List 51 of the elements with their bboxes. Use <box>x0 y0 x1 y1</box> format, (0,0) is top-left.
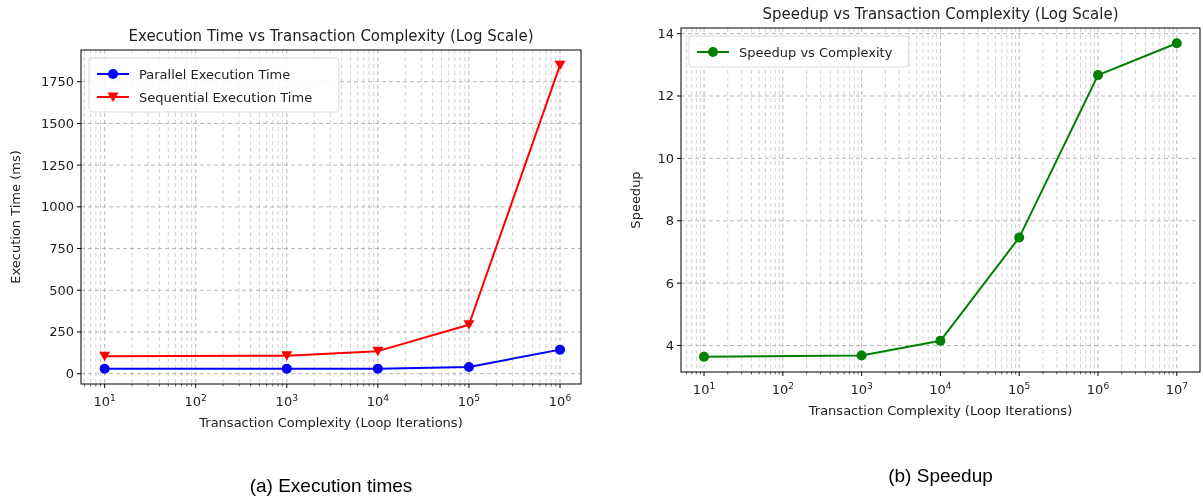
x-tick-label: 10$^{4}$ <box>366 393 390 409</box>
point <box>281 351 293 361</box>
x-tick-label: 10$^{5}$ <box>1008 381 1031 397</box>
x-tick-label: 10$^{7}$ <box>1165 381 1189 397</box>
point <box>1093 70 1104 81</box>
point <box>463 361 474 372</box>
legend-label: Sequential Execution Time <box>139 90 313 105</box>
point <box>463 320 475 330</box>
chart-title: Speedup vs Transaction Complexity (Log Scale) <box>762 5 1119 23</box>
y-tick-label: 10 <box>657 150 674 166</box>
x-tick-label: 10$^{1}$ <box>93 393 116 409</box>
legend-label: Parallel Execution Time <box>139 67 291 82</box>
x-tick-label: 10$^{2}$ <box>184 393 207 409</box>
point <box>281 363 292 374</box>
point <box>1171 38 1182 49</box>
y-tick-label: 500 <box>49 282 74 298</box>
y-tick-label: 750 <box>49 241 74 257</box>
y-tick-label: 1250 <box>40 157 74 173</box>
text: (b) Speedup <box>888 465 993 486</box>
point <box>856 350 867 361</box>
y-tick-label: 6 <box>665 275 674 291</box>
y-tick-label: 1000 <box>40 199 74 215</box>
chart-title: Execution Time vs Transaction Complexity (Log Scale) <box>128 27 534 45</box>
x-tick-label: 10$^{6}$ <box>548 393 572 409</box>
y-tick-label: 14 <box>657 26 674 42</box>
x-axis-title: Transaction Complexity (Loop Iterations) <box>807 403 1073 418</box>
y-tick-label: 12 <box>657 88 674 104</box>
point <box>1014 232 1025 243</box>
point <box>554 60 566 71</box>
y-tick-label: 1750 <box>40 74 74 90</box>
text: (a) Execution times <box>249 475 413 496</box>
point <box>555 344 566 355</box>
y-tick-label: 250 <box>49 324 74 340</box>
point <box>372 363 383 374</box>
point <box>935 335 946 346</box>
point <box>372 346 384 357</box>
y-tick-label: 8 <box>665 213 674 229</box>
y-axis-title: Execution Time (ms) <box>8 150 23 284</box>
x-tick-label: 10$^{1}$ <box>692 381 716 397</box>
y-tick-label: 0 <box>65 366 74 382</box>
x-tick-label: 10$^{3}$ <box>850 381 873 397</box>
x-tick-label: 10$^{4}$ <box>929 381 952 397</box>
x-axis-title: Transaction Complexity (Loop Iterations) <box>198 415 463 430</box>
legend-label: Speedup vs Complexity <box>739 45 893 60</box>
x-tick-label: 10$^{5}$ <box>457 393 481 409</box>
x-tick-label: 10$^{3}$ <box>275 393 299 409</box>
x-tick-label: 10$^{2}$ <box>771 381 795 397</box>
y-tick-label: 1500 <box>40 115 74 131</box>
y-tick-label: 4 <box>665 337 674 353</box>
y-axis-title: Speedup <box>628 171 643 229</box>
x-tick-label: 10$^{6}$ <box>1086 381 1110 397</box>
